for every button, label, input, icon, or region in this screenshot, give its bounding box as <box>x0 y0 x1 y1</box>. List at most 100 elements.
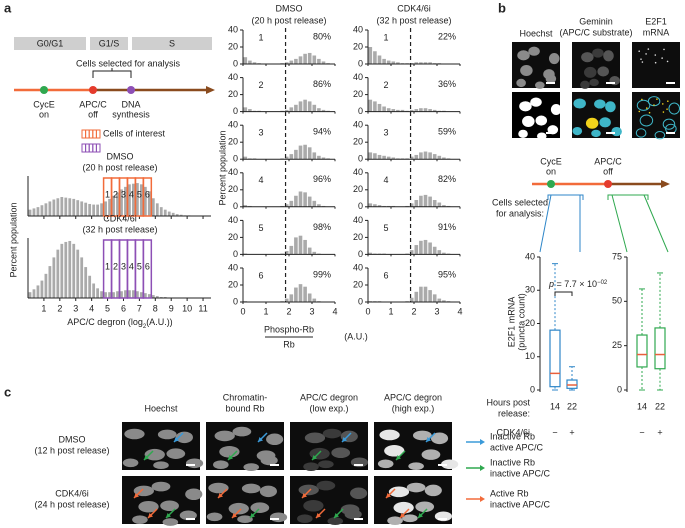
hours-label: 22 <box>655 401 665 411</box>
nucleus <box>536 132 547 140</box>
bar <box>409 203 414 207</box>
x-tick-label: 2 <box>57 303 62 313</box>
nucleus <box>517 50 530 61</box>
bin-label: 4 <box>129 261 134 271</box>
x-axis-label: Rb <box>283 339 295 349</box>
bar <box>60 197 64 216</box>
nucleus <box>297 514 313 524</box>
arrow-head <box>661 180 670 188</box>
bar <box>298 235 303 255</box>
bar <box>423 62 428 64</box>
legend-arrow-head <box>480 439 485 445</box>
marker-label: off <box>603 166 613 176</box>
y-tick-label: 20 <box>353 232 363 242</box>
legend-label: Inactive Rb <box>490 457 535 467</box>
marker-label: on <box>546 166 556 176</box>
bar <box>100 203 103 216</box>
bar <box>414 109 419 112</box>
bar <box>414 200 419 207</box>
bar <box>284 62 289 64</box>
bar <box>442 157 446 160</box>
row-label: 5 <box>258 223 263 233</box>
treatment-sign: + <box>569 427 574 437</box>
nucleus <box>259 485 277 498</box>
x-axis-label: APC/C degron (log2(A.U.)) <box>67 317 172 329</box>
scale-bar <box>546 132 555 134</box>
bar <box>60 243 64 298</box>
nucleus <box>350 487 368 500</box>
bar <box>40 280 44 298</box>
x-tick-label: 2 <box>411 306 416 316</box>
bar <box>428 62 432 64</box>
bar <box>76 200 80 216</box>
bar <box>155 296 159 298</box>
row-label: 1 <box>258 32 263 42</box>
bar <box>76 249 80 298</box>
image-title: Geminin <box>579 16 613 26</box>
bar <box>298 101 303 112</box>
x-tick-label: 5 <box>105 303 110 313</box>
row-label: 5 <box>383 223 388 233</box>
nucleus <box>303 500 324 512</box>
bar <box>423 239 428 255</box>
bar <box>64 241 68 298</box>
bar <box>40 205 44 216</box>
arrow-head <box>386 493 391 498</box>
bar <box>423 151 428 160</box>
bar <box>128 184 131 216</box>
scale-bar <box>186 518 195 520</box>
nucleus <box>573 98 586 109</box>
row-title: DMSO <box>59 434 86 444</box>
mrna-dot <box>640 58 642 60</box>
bar <box>419 286 423 302</box>
bar <box>312 152 317 160</box>
y-tick-label: 0 <box>530 384 535 394</box>
nucleus <box>535 81 545 89</box>
bar <box>307 293 312 302</box>
bar <box>96 204 100 216</box>
bar <box>368 252 373 255</box>
nucleus <box>519 101 532 112</box>
bar <box>104 201 107 216</box>
mrna-dot <box>638 110 641 113</box>
x-axis-label-part: APC/C degron (log <box>67 317 143 327</box>
bar <box>298 284 303 302</box>
marker-label: CycE <box>33 99 55 109</box>
bar <box>44 203 48 216</box>
nucleus <box>122 458 139 468</box>
legend-swatch <box>95 129 101 139</box>
bar <box>382 58 386 64</box>
bracket <box>92 68 132 78</box>
bar <box>120 291 123 298</box>
bar <box>368 99 373 112</box>
bin-label: 6 <box>145 189 150 199</box>
y-tick-label: 20 <box>228 137 238 147</box>
bin-label: 2 <box>113 189 118 199</box>
y-tick-label: 20 <box>228 279 238 289</box>
nucleus <box>636 99 651 111</box>
percent-label: 82% <box>438 174 456 184</box>
row-label: 3 <box>383 128 388 138</box>
x-axis-label-part: (A.U.)) <box>146 317 173 327</box>
bar <box>298 191 303 207</box>
percent-label: 94% <box>313 127 331 137</box>
nucleus <box>572 126 583 136</box>
bar <box>386 156 391 160</box>
bar <box>132 183 135 216</box>
bar <box>167 211 171 216</box>
legend-label: active APC/C <box>490 442 544 452</box>
bar <box>377 154 382 160</box>
marker-label: synthesis <box>112 109 150 119</box>
bar <box>428 109 432 112</box>
bar <box>289 245 294 255</box>
bar <box>108 292 111 298</box>
x-tick-label: 3 <box>434 306 439 316</box>
nucleus <box>166 448 186 459</box>
scale-bar <box>606 132 615 134</box>
bar <box>414 154 419 160</box>
box <box>654 327 666 370</box>
percent-label: 96% <box>313 174 331 184</box>
bar <box>312 251 317 255</box>
bar <box>409 297 414 302</box>
legend-label: Cells of interest <box>103 128 166 138</box>
